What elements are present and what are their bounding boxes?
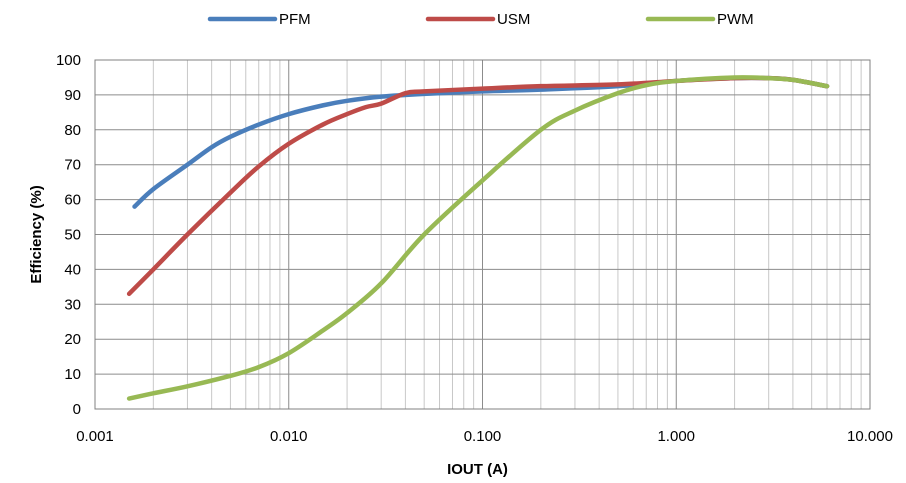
- x-axis-ticks: 0.001 0.010 0.100 1.000 10.000: [76, 428, 893, 445]
- x-tick-label: 1.000: [657, 428, 695, 445]
- series-line-pwm: [126, 75, 830, 401]
- y-tick-label: 40: [64, 261, 81, 278]
- y-tick-label: 100: [56, 52, 81, 69]
- x-tick-label: 10.000: [847, 428, 893, 445]
- legend-label-pwm: PWM: [717, 11, 754, 28]
- x-tick-label: 0.010: [270, 428, 308, 445]
- y-axis-ticks: 0 10 20 30 40 50 60 70 80 90 100: [56, 52, 81, 418]
- y-tick-label: 20: [64, 331, 81, 348]
- y-tick-label: 0: [73, 401, 81, 418]
- series-lines: [126, 75, 830, 401]
- y-tick-label: 90: [64, 87, 81, 104]
- legend-label-usm: USM: [497, 11, 530, 28]
- plot-area-border: [94, 59, 871, 410]
- y-tick-label: 60: [64, 192, 81, 209]
- y-axis-title: Efficiency (%): [28, 185, 45, 283]
- y-tick-label: 80: [64, 122, 81, 139]
- legend-label-pfm: PFM: [279, 11, 311, 28]
- x-tick-label: 0.001: [76, 428, 114, 445]
- y-tick-label: 30: [64, 296, 81, 313]
- legend: PFM USM PWM: [207, 11, 754, 28]
- y-tick-label: 50: [64, 227, 81, 244]
- y-tick-label: 10: [64, 366, 81, 383]
- x-axis-title: IOUT (A): [447, 461, 508, 478]
- x-tick-label: 0.100: [464, 428, 502, 445]
- y-tick-label: 70: [64, 157, 81, 174]
